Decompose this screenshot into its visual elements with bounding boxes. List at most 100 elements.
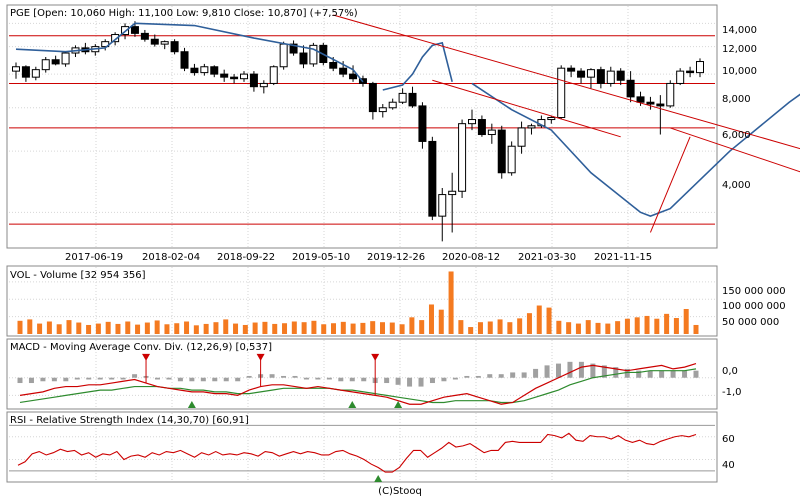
volume-bar (262, 321, 268, 334)
candle-body (626, 79, 635, 98)
volume-bar (566, 322, 572, 334)
macd-histogram-bar (407, 377, 413, 387)
candle-body (428, 140, 437, 217)
candle-body (51, 59, 60, 65)
trend-line (333, 14, 800, 150)
volume-bar (350, 323, 356, 334)
price-x-tick: 2021-03-30 (518, 252, 576, 263)
volume-bar (409, 317, 415, 334)
candle-body (61, 52, 70, 65)
rsi-y-tick: 40 (722, 460, 735, 471)
volume-bar (477, 322, 483, 334)
macd-histogram-bar (246, 375, 252, 378)
trend-line (649, 136, 691, 233)
macd-histogram-bar (693, 370, 699, 378)
volume-bar (76, 322, 82, 334)
candle-body (547, 117, 556, 121)
volume-bar (135, 324, 141, 334)
macd-y-tick: -1,0 (722, 387, 742, 398)
buy-signal-marker (394, 401, 403, 408)
volume-bar (458, 320, 464, 334)
macd-layer (17, 353, 699, 408)
macd-signal-line (19, 368, 697, 404)
candle-body (190, 67, 199, 74)
rsi-header: RSI - Relative Strength Index (14,30,70)… (10, 415, 249, 426)
candle-body (497, 129, 506, 174)
candle-body (368, 82, 377, 113)
macd-histogram-bar (475, 375, 481, 378)
volume-bar (115, 323, 121, 334)
candle-body (487, 129, 496, 136)
volume-bar (487, 321, 493, 334)
volume-layer (17, 271, 699, 334)
candle-body (458, 123, 467, 192)
candle-body (586, 69, 595, 78)
candle-body (388, 101, 397, 109)
rsi-layer (9, 424, 715, 482)
volume-bar (468, 327, 474, 334)
volume-bar (428, 304, 434, 334)
candle-body (378, 107, 387, 113)
macd-histogram-bar (613, 367, 619, 378)
candle-body (259, 82, 268, 88)
candle-body (676, 70, 685, 84)
macd-panel-frame (6, 338, 718, 410)
moving-average-line (15, 22, 364, 83)
candle-body (140, 32, 149, 40)
macd-header: MACD - Moving Average Conv. Div. (12,26,… (10, 342, 272, 353)
macd-line (19, 363, 697, 405)
macd-histogram-bar (315, 377, 321, 380)
rsi-y-tick: 60 (722, 434, 735, 445)
grid-layer (9, 6, 715, 481)
macd-histogram-bar (395, 377, 401, 385)
price-panel-frame (6, 4, 718, 249)
price-header: PGE [Open: 10,060 High: 11,100 Low: 9,81… (10, 8, 358, 19)
macd-histogram-bar (292, 375, 298, 378)
macd-histogram-bar (647, 370, 653, 378)
volume-bar (291, 321, 297, 334)
volume-bar (379, 322, 385, 334)
volume-bar (438, 309, 444, 334)
volume-bar (546, 307, 552, 334)
volume-bar (634, 317, 640, 334)
volume-bar (360, 322, 366, 334)
candle-body (31, 69, 40, 78)
volume-bar (95, 323, 101, 334)
candle-body (289, 43, 298, 54)
volume-y-tick: 50 000 000 (722, 317, 779, 328)
price-x-tick: 2018-02-04 (142, 252, 200, 263)
macd-histogram-bar (86, 377, 92, 380)
price-layer (9, 14, 800, 242)
volume-bar (683, 308, 689, 334)
candle-body (468, 119, 476, 125)
candle-body (577, 70, 586, 78)
candle-body (180, 51, 189, 69)
candle-body (299, 52, 308, 65)
price-y-tick: 10,000 (722, 66, 757, 77)
volume-bar (389, 322, 395, 334)
candle-body (567, 67, 576, 72)
volume-bar (242, 324, 248, 334)
candle-body (220, 73, 229, 78)
volume-bar (213, 322, 219, 334)
volume-bar (526, 313, 532, 334)
volume-bar (66, 320, 72, 334)
rsi-line (17, 432, 697, 473)
volume-bar (673, 318, 679, 334)
candle-body (230, 76, 239, 80)
rsi-buy-marker (374, 475, 383, 482)
volume-bar (203, 323, 209, 334)
candle-body (527, 125, 536, 129)
candle-body (269, 66, 278, 84)
volume-bar (184, 321, 190, 334)
volume-bar (693, 324, 699, 334)
macd-histogram-bar (429, 377, 435, 384)
macd-histogram-bar (578, 361, 584, 378)
volume-bar (105, 321, 111, 334)
volume-bar (301, 322, 307, 334)
volume-y-tick: 150 000 000 (722, 286, 786, 297)
volume-bar (233, 323, 239, 334)
macd-histogram-bar (154, 377, 160, 380)
